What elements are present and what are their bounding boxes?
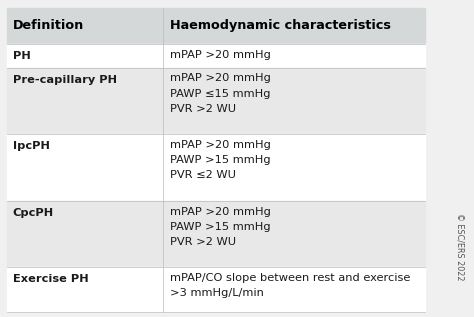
Bar [7,134,425,201]
Bar [7,44,425,68]
Text: PVR >2 WU: PVR >2 WU [170,104,236,113]
Text: mPAP >20 mmHg: mPAP >20 mmHg [170,140,271,150]
Text: Haemodynamic characteristics: Haemodynamic characteristics [170,19,391,32]
Bar [7,201,425,268]
Text: mPAP >20 mmHg: mPAP >20 mmHg [170,206,271,217]
Text: mPAP/CO slope between rest and exercise: mPAP/CO slope between rest and exercise [170,273,410,283]
Text: IpcPH: IpcPH [12,141,49,151]
Text: mPAP >20 mmHg: mPAP >20 mmHg [170,74,271,83]
Text: PAWP >15 mmHg: PAWP >15 mmHg [170,222,271,232]
Text: © ESC/ERS 2022: © ESC/ERS 2022 [455,213,464,280]
Text: PAWP >15 mmHg: PAWP >15 mmHg [170,155,271,165]
Text: PAWP ≤15 mmHg: PAWP ≤15 mmHg [170,88,270,99]
Text: PVR >2 WU: PVR >2 WU [170,237,236,247]
Text: PVR ≤2 WU: PVR ≤2 WU [170,170,236,180]
Text: Exercise PH: Exercise PH [12,274,88,284]
Bar [7,8,425,44]
Text: PH: PH [12,51,30,61]
Text: >3 mmHg/L/min: >3 mmHg/L/min [170,288,264,298]
Text: Pre-capillary PH: Pre-capillary PH [12,75,117,85]
Bar [7,268,425,313]
Text: CpcPH: CpcPH [12,208,54,218]
Bar [7,68,425,134]
Text: mPAP >20 mmHg: mPAP >20 mmHg [170,50,271,60]
Text: Definition: Definition [12,19,84,32]
